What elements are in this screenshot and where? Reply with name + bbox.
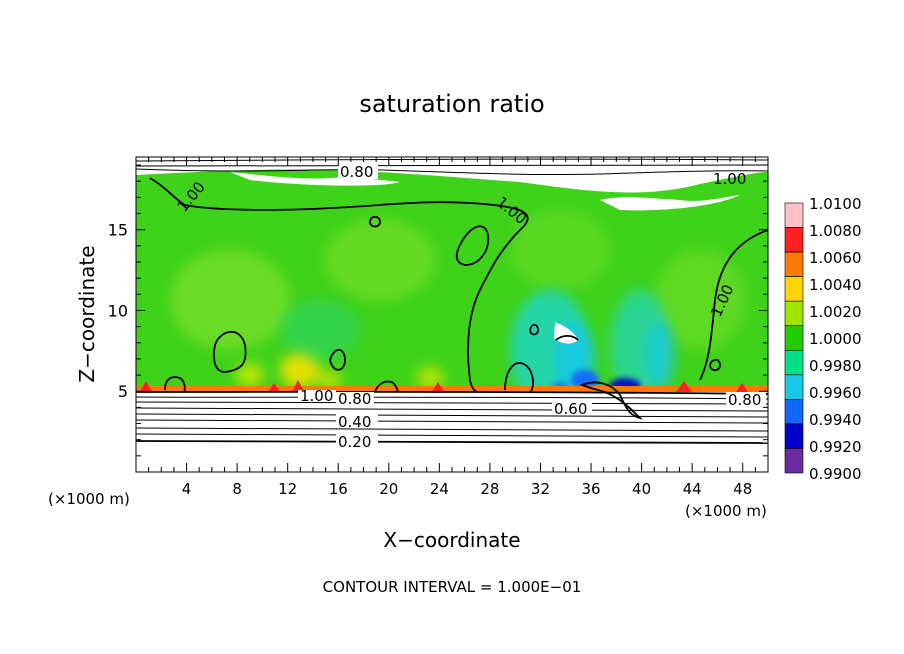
plot-area: 0.80 1.00 1.00 1.00 1.00 1.00 0.80 0.60 … bbox=[136, 157, 768, 472]
chart-title: saturation ratio bbox=[359, 90, 544, 118]
field-top-void-2 bbox=[600, 195, 740, 211]
x-tick-label: 48 bbox=[733, 480, 752, 498]
colorbar-label: 1.0020 bbox=[809, 303, 862, 321]
colorbar-label: 0.9900 bbox=[809, 465, 862, 483]
contour-label-bg bbox=[336, 414, 378, 428]
colorbar-label: 1.0040 bbox=[809, 276, 862, 294]
colorbar-label: 1.0000 bbox=[809, 330, 862, 348]
colorbar-label: 0.9920 bbox=[809, 438, 862, 456]
field-top-void-1 bbox=[230, 172, 400, 186]
colorbar-swatch bbox=[784, 448, 804, 474]
colorbar-label: 0.9960 bbox=[809, 384, 862, 402]
colorbar-swatch bbox=[784, 423, 804, 449]
x-tick-label: 28 bbox=[480, 480, 499, 498]
x-tick-label: 40 bbox=[632, 480, 651, 498]
field-lower-white bbox=[136, 392, 768, 472]
x-tick-label: 32 bbox=[531, 480, 550, 498]
contour-label-bg bbox=[726, 392, 766, 406]
x-tick-label: 44 bbox=[683, 480, 702, 498]
contour-label: 1.00 bbox=[300, 387, 333, 405]
x-tick-label: 12 bbox=[278, 480, 297, 498]
x-tick-label: 16 bbox=[329, 480, 348, 498]
contour-interval-footer: CONTOUR INTERVAL = 1.000E−01 bbox=[323, 578, 582, 596]
colorbar-label: 1.0100 bbox=[809, 195, 862, 213]
contour-label-bg bbox=[338, 163, 378, 179]
x-unit-left-label: (×1000 m) bbox=[48, 490, 130, 508]
colorbar-swatch bbox=[784, 399, 804, 425]
x-tick-label: 36 bbox=[581, 480, 600, 498]
colorbar: 1.0100 1.0080 1.0060 1.0040 1.0020 1.0000 0.99… bbox=[784, 195, 862, 483]
y-axis-label: Z−coordinate bbox=[75, 245, 99, 382]
x-tick-label: 4 bbox=[182, 480, 192, 498]
colorbar-swatch bbox=[784, 202, 804, 228]
colorbar-swatch bbox=[784, 325, 804, 351]
contour-lines-bold bbox=[136, 177, 768, 444]
contour-label: 0.80 bbox=[728, 391, 761, 409]
x-tick-label: 8 bbox=[232, 480, 242, 498]
colorbar-swatch bbox=[784, 349, 804, 376]
contour-label: 0.40 bbox=[338, 413, 371, 431]
contour-label-bg bbox=[552, 401, 592, 415]
x-axis-ticks: 4 8 12 16 20 24 28 32 36 40 44 48 bbox=[148, 157, 756, 498]
field-lower-band bbox=[136, 386, 768, 392]
colorbar-label: 1.0080 bbox=[809, 222, 862, 240]
colorbar-swatch bbox=[784, 227, 804, 253]
colorbar-label: 1.0060 bbox=[809, 249, 862, 267]
contour-label: 0.60 bbox=[554, 400, 587, 418]
contour-label-bg bbox=[336, 392, 374, 404]
y-tick-label: 5 bbox=[118, 382, 128, 401]
contour-label: 0.80 bbox=[340, 163, 373, 181]
contour-label: 1.00 bbox=[713, 170, 746, 188]
colorbar-swatch bbox=[784, 374, 804, 400]
contour-label: 0.20 bbox=[338, 433, 371, 451]
colorbar-label: 0.9940 bbox=[809, 411, 862, 429]
colorbar-swatch bbox=[784, 251, 804, 277]
colorbar-swatch bbox=[784, 300, 804, 327]
x-tick-label: 20 bbox=[379, 480, 398, 498]
x-tick-label: 24 bbox=[430, 480, 449, 498]
x-unit-right-label: (×1000 m) bbox=[685, 502, 767, 520]
colorbar-swatch bbox=[784, 276, 804, 302]
y-axis-ticks: 5 10 15 bbox=[108, 164, 768, 457]
contour-label: 0.80 bbox=[338, 390, 371, 408]
contour-label-bg bbox=[336, 434, 378, 448]
y-tick-label: 10 bbox=[108, 301, 128, 320]
colorbar-label: 0.9980 bbox=[809, 357, 862, 375]
y-tick-label: 15 bbox=[108, 221, 128, 240]
field-light-patches bbox=[170, 210, 745, 390]
contour-label-bg bbox=[298, 390, 336, 402]
x-axis-label: X−coordinate bbox=[383, 528, 520, 552]
field-red-spikes bbox=[140, 380, 748, 392]
